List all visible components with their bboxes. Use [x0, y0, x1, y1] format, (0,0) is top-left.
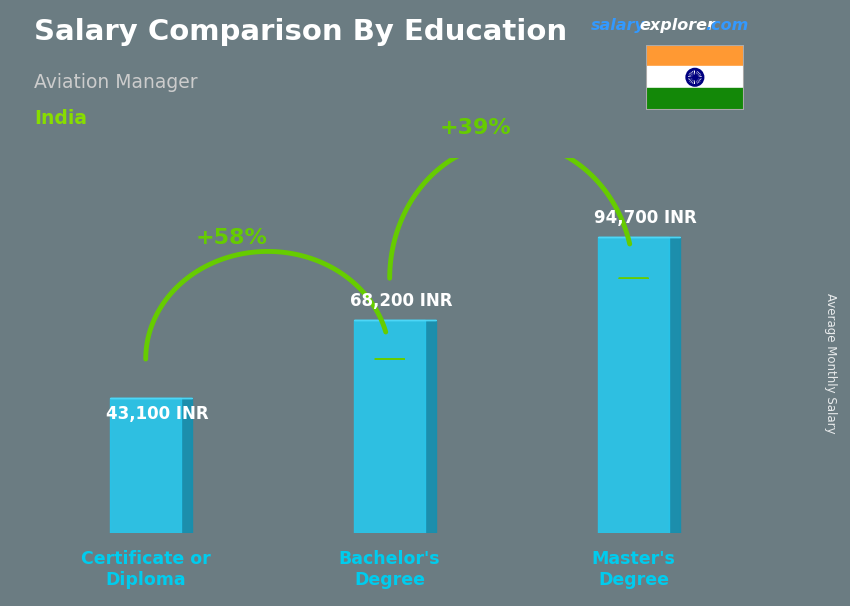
Bar	[646, 67, 744, 88]
Text: +39%: +39%	[439, 118, 511, 138]
Bar	[598, 237, 669, 533]
Text: Aviation Manager: Aviation Manager	[34, 73, 197, 92]
Text: India: India	[34, 109, 87, 128]
Bar	[354, 320, 425, 533]
Bar	[646, 45, 744, 67]
Text: Average Monthly Salary: Average Monthly Salary	[824, 293, 837, 434]
Text: explorer: explorer	[639, 18, 715, 33]
Bar	[646, 88, 744, 110]
Text: 94,700 INR: 94,700 INR	[594, 210, 697, 227]
Text: 68,200 INR: 68,200 INR	[350, 292, 453, 310]
Text: salary: salary	[591, 18, 645, 33]
Polygon shape	[181, 398, 192, 533]
Polygon shape	[669, 237, 680, 533]
Text: Salary Comparison By Education: Salary Comparison By Education	[34, 18, 567, 46]
Text: 43,100 INR: 43,100 INR	[106, 405, 209, 424]
Polygon shape	[425, 320, 436, 533]
Text: +58%: +58%	[196, 228, 267, 248]
Text: .com: .com	[706, 18, 749, 33]
Bar	[110, 398, 181, 533]
